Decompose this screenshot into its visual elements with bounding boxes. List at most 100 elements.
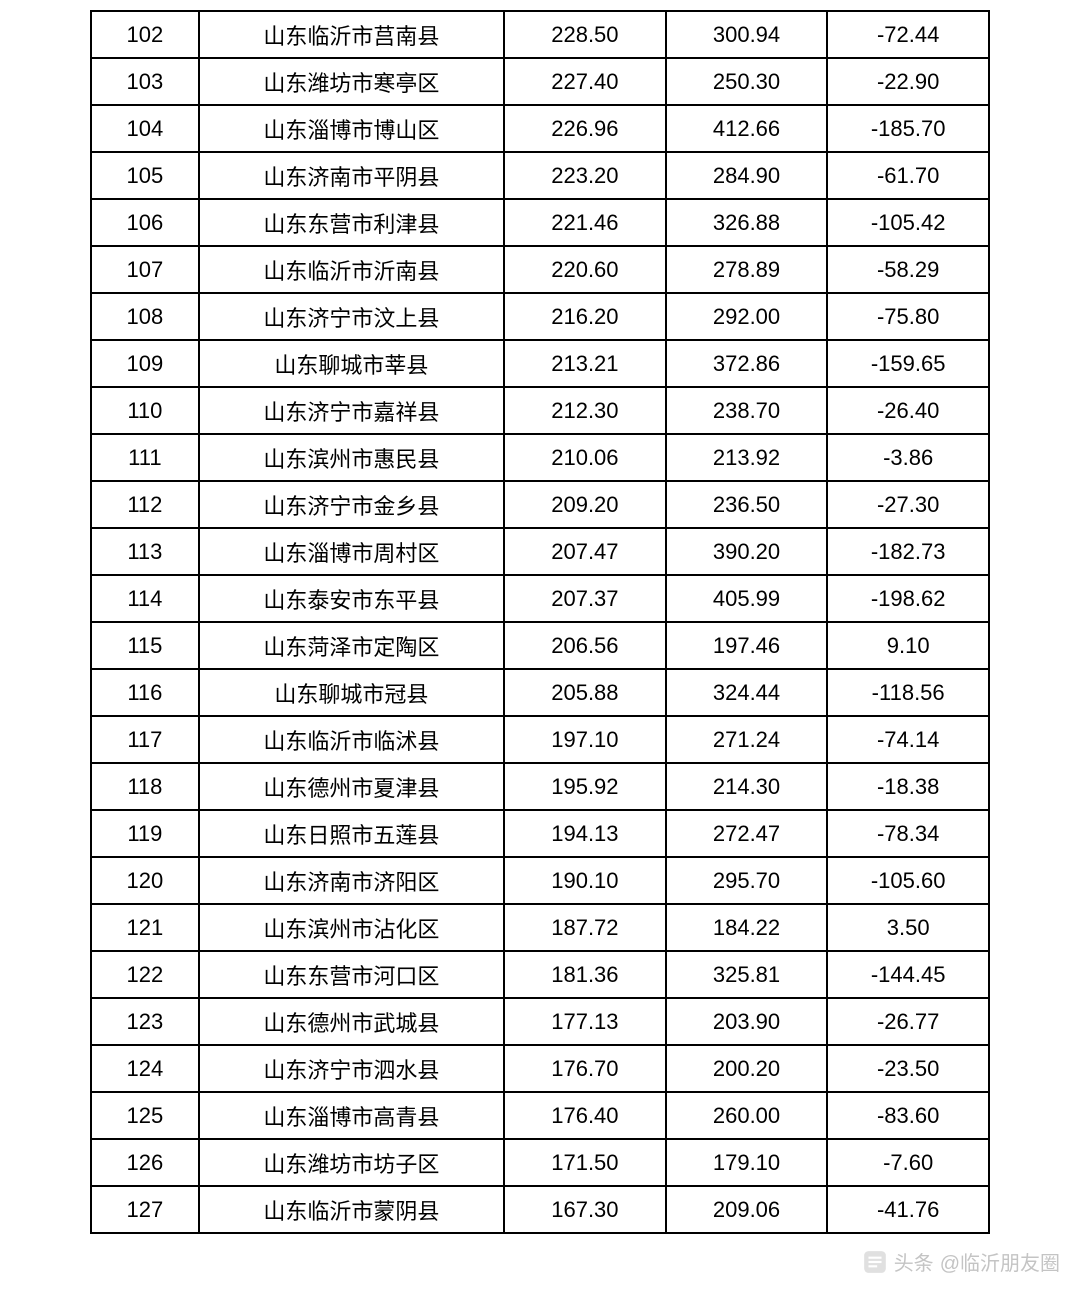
cell-name: 山东淄博市博山区 xyxy=(199,105,504,152)
cell-val3: -3.86 xyxy=(827,434,989,481)
cell-val1: 223.20 xyxy=(504,152,666,199)
cell-val3: -27.30 xyxy=(827,481,989,528)
cell-name: 山东济宁市泗水县 xyxy=(199,1045,504,1092)
cell-val1: 213.21 xyxy=(504,340,666,387)
cell-rank: 114 xyxy=(91,575,199,622)
cell-val2: 324.44 xyxy=(666,669,828,716)
table-row: 115山东菏泽市定陶区206.56197.469.10 xyxy=(91,622,989,669)
cell-val3: -7.60 xyxy=(827,1139,989,1186)
table-row: 117山东临沂市临沭县197.10271.24-74.14 xyxy=(91,716,989,763)
cell-val3: -75.80 xyxy=(827,293,989,340)
cell-name: 山东滨州市沾化区 xyxy=(199,904,504,951)
cell-name: 山东济宁市嘉祥县 xyxy=(199,387,504,434)
cell-val2: 197.46 xyxy=(666,622,828,669)
cell-rank: 112 xyxy=(91,481,199,528)
cell-rank: 113 xyxy=(91,528,199,575)
cell-val2: 284.90 xyxy=(666,152,828,199)
table-row: 120山东济南市济阳区190.10295.70-105.60 xyxy=(91,857,989,904)
cell-name: 山东济宁市金乡县 xyxy=(199,481,504,528)
table-row: 124山东济宁市泗水县176.70200.20-23.50 xyxy=(91,1045,989,1092)
cell-val2: 325.81 xyxy=(666,951,828,998)
cell-val2: 214.30 xyxy=(666,763,828,810)
table-row: 116山东聊城市冠县205.88324.44-118.56 xyxy=(91,669,989,716)
cell-rank: 104 xyxy=(91,105,199,152)
cell-val3: -185.70 xyxy=(827,105,989,152)
cell-name: 山东菏泽市定陶区 xyxy=(199,622,504,669)
cell-val2: 412.66 xyxy=(666,105,828,152)
cell-rank: 119 xyxy=(91,810,199,857)
cell-val1: 206.56 xyxy=(504,622,666,669)
cell-val1: 227.40 xyxy=(504,58,666,105)
cell-val2: 209.06 xyxy=(666,1186,828,1233)
cell-val1: 205.88 xyxy=(504,669,666,716)
table-row: 108山东济宁市汶上县216.20292.00-75.80 xyxy=(91,293,989,340)
table-row: 111山东滨州市惠民县210.06213.92-3.86 xyxy=(91,434,989,481)
cell-val2: 260.00 xyxy=(666,1092,828,1139)
watermark-prefix: 头条 xyxy=(894,1247,934,1276)
watermark: 头条 @临沂朋友圈 xyxy=(862,1247,1060,1276)
cell-val1: 226.96 xyxy=(504,105,666,152)
table-row: 125山东淄博市高青县176.40260.00-83.60 xyxy=(91,1092,989,1139)
cell-val1: 216.20 xyxy=(504,293,666,340)
table-row: 127山东临沂市蒙阴县167.30209.06-41.76 xyxy=(91,1186,989,1233)
cell-rank: 116 xyxy=(91,669,199,716)
cell-val3: -26.77 xyxy=(827,998,989,1045)
cell-val2: 250.30 xyxy=(666,58,828,105)
cell-name: 山东临沂市临沭县 xyxy=(199,716,504,763)
cell-val2: 272.47 xyxy=(666,810,828,857)
cell-val2: 213.92 xyxy=(666,434,828,481)
cell-name: 山东潍坊市坊子区 xyxy=(199,1139,504,1186)
cell-rank: 103 xyxy=(91,58,199,105)
cell-val1: 194.13 xyxy=(504,810,666,857)
table-row: 102山东临沂市莒南县228.50300.94-72.44 xyxy=(91,11,989,58)
cell-val1: 176.70 xyxy=(504,1045,666,1092)
table-row: 109山东聊城市莘县213.21372.86-159.65 xyxy=(91,340,989,387)
cell-val3: -78.34 xyxy=(827,810,989,857)
table-row: 107山东临沂市沂南县220.60278.89-58.29 xyxy=(91,246,989,293)
cell-val2: 271.24 xyxy=(666,716,828,763)
cell-name: 山东滨州市惠民县 xyxy=(199,434,504,481)
table-row: 126山东潍坊市坊子区171.50179.10-7.60 xyxy=(91,1139,989,1186)
cell-val1: 221.46 xyxy=(504,199,666,246)
cell-rank: 123 xyxy=(91,998,199,1045)
cell-val1: 171.50 xyxy=(504,1139,666,1186)
cell-val3: -159.65 xyxy=(827,340,989,387)
cell-rank: 127 xyxy=(91,1186,199,1233)
cell-val2: 236.50 xyxy=(666,481,828,528)
cell-val3: -72.44 xyxy=(827,11,989,58)
cell-val1: 181.36 xyxy=(504,951,666,998)
cell-val2: 278.89 xyxy=(666,246,828,293)
cell-rank: 115 xyxy=(91,622,199,669)
cell-val3: 3.50 xyxy=(827,904,989,951)
table-row: 122山东东营市河口区181.36325.81-144.45 xyxy=(91,951,989,998)
cell-val3: -26.40 xyxy=(827,387,989,434)
table-row: 121山东滨州市沾化区187.72184.223.50 xyxy=(91,904,989,951)
table-row: 110山东济宁市嘉祥县212.30238.70-26.40 xyxy=(91,387,989,434)
cell-val2: 295.70 xyxy=(666,857,828,904)
cell-val2: 405.99 xyxy=(666,575,828,622)
table-row: 118山东德州市夏津县195.92214.30-18.38 xyxy=(91,763,989,810)
cell-val3: -23.50 xyxy=(827,1045,989,1092)
cell-val1: 228.50 xyxy=(504,11,666,58)
cell-rank: 124 xyxy=(91,1045,199,1092)
cell-val3: -61.70 xyxy=(827,152,989,199)
table-row: 113山东淄博市周村区207.47390.20-182.73 xyxy=(91,528,989,575)
toutiao-icon xyxy=(862,1249,888,1275)
cell-val1: 176.40 xyxy=(504,1092,666,1139)
cell-name: 山东济宁市汶上县 xyxy=(199,293,504,340)
cell-name: 山东济南市平阴县 xyxy=(199,152,504,199)
cell-val3: -105.42 xyxy=(827,199,989,246)
cell-name: 山东淄博市周村区 xyxy=(199,528,504,575)
cell-name: 山东临沂市蒙阴县 xyxy=(199,1186,504,1233)
table-row: 104山东淄博市博山区226.96412.66-185.70 xyxy=(91,105,989,152)
cell-name: 山东淄博市高青县 xyxy=(199,1092,504,1139)
cell-rank: 108 xyxy=(91,293,199,340)
cell-val3: -18.38 xyxy=(827,763,989,810)
table-row: 119山东日照市五莲县194.13272.47-78.34 xyxy=(91,810,989,857)
cell-val1: 212.30 xyxy=(504,387,666,434)
cell-rank: 111 xyxy=(91,434,199,481)
table-row: 106山东东营市利津县221.46326.88-105.42 xyxy=(91,199,989,246)
cell-val1: 195.92 xyxy=(504,763,666,810)
cell-val3: -198.62 xyxy=(827,575,989,622)
cell-name: 山东临沂市莒南县 xyxy=(199,11,504,58)
